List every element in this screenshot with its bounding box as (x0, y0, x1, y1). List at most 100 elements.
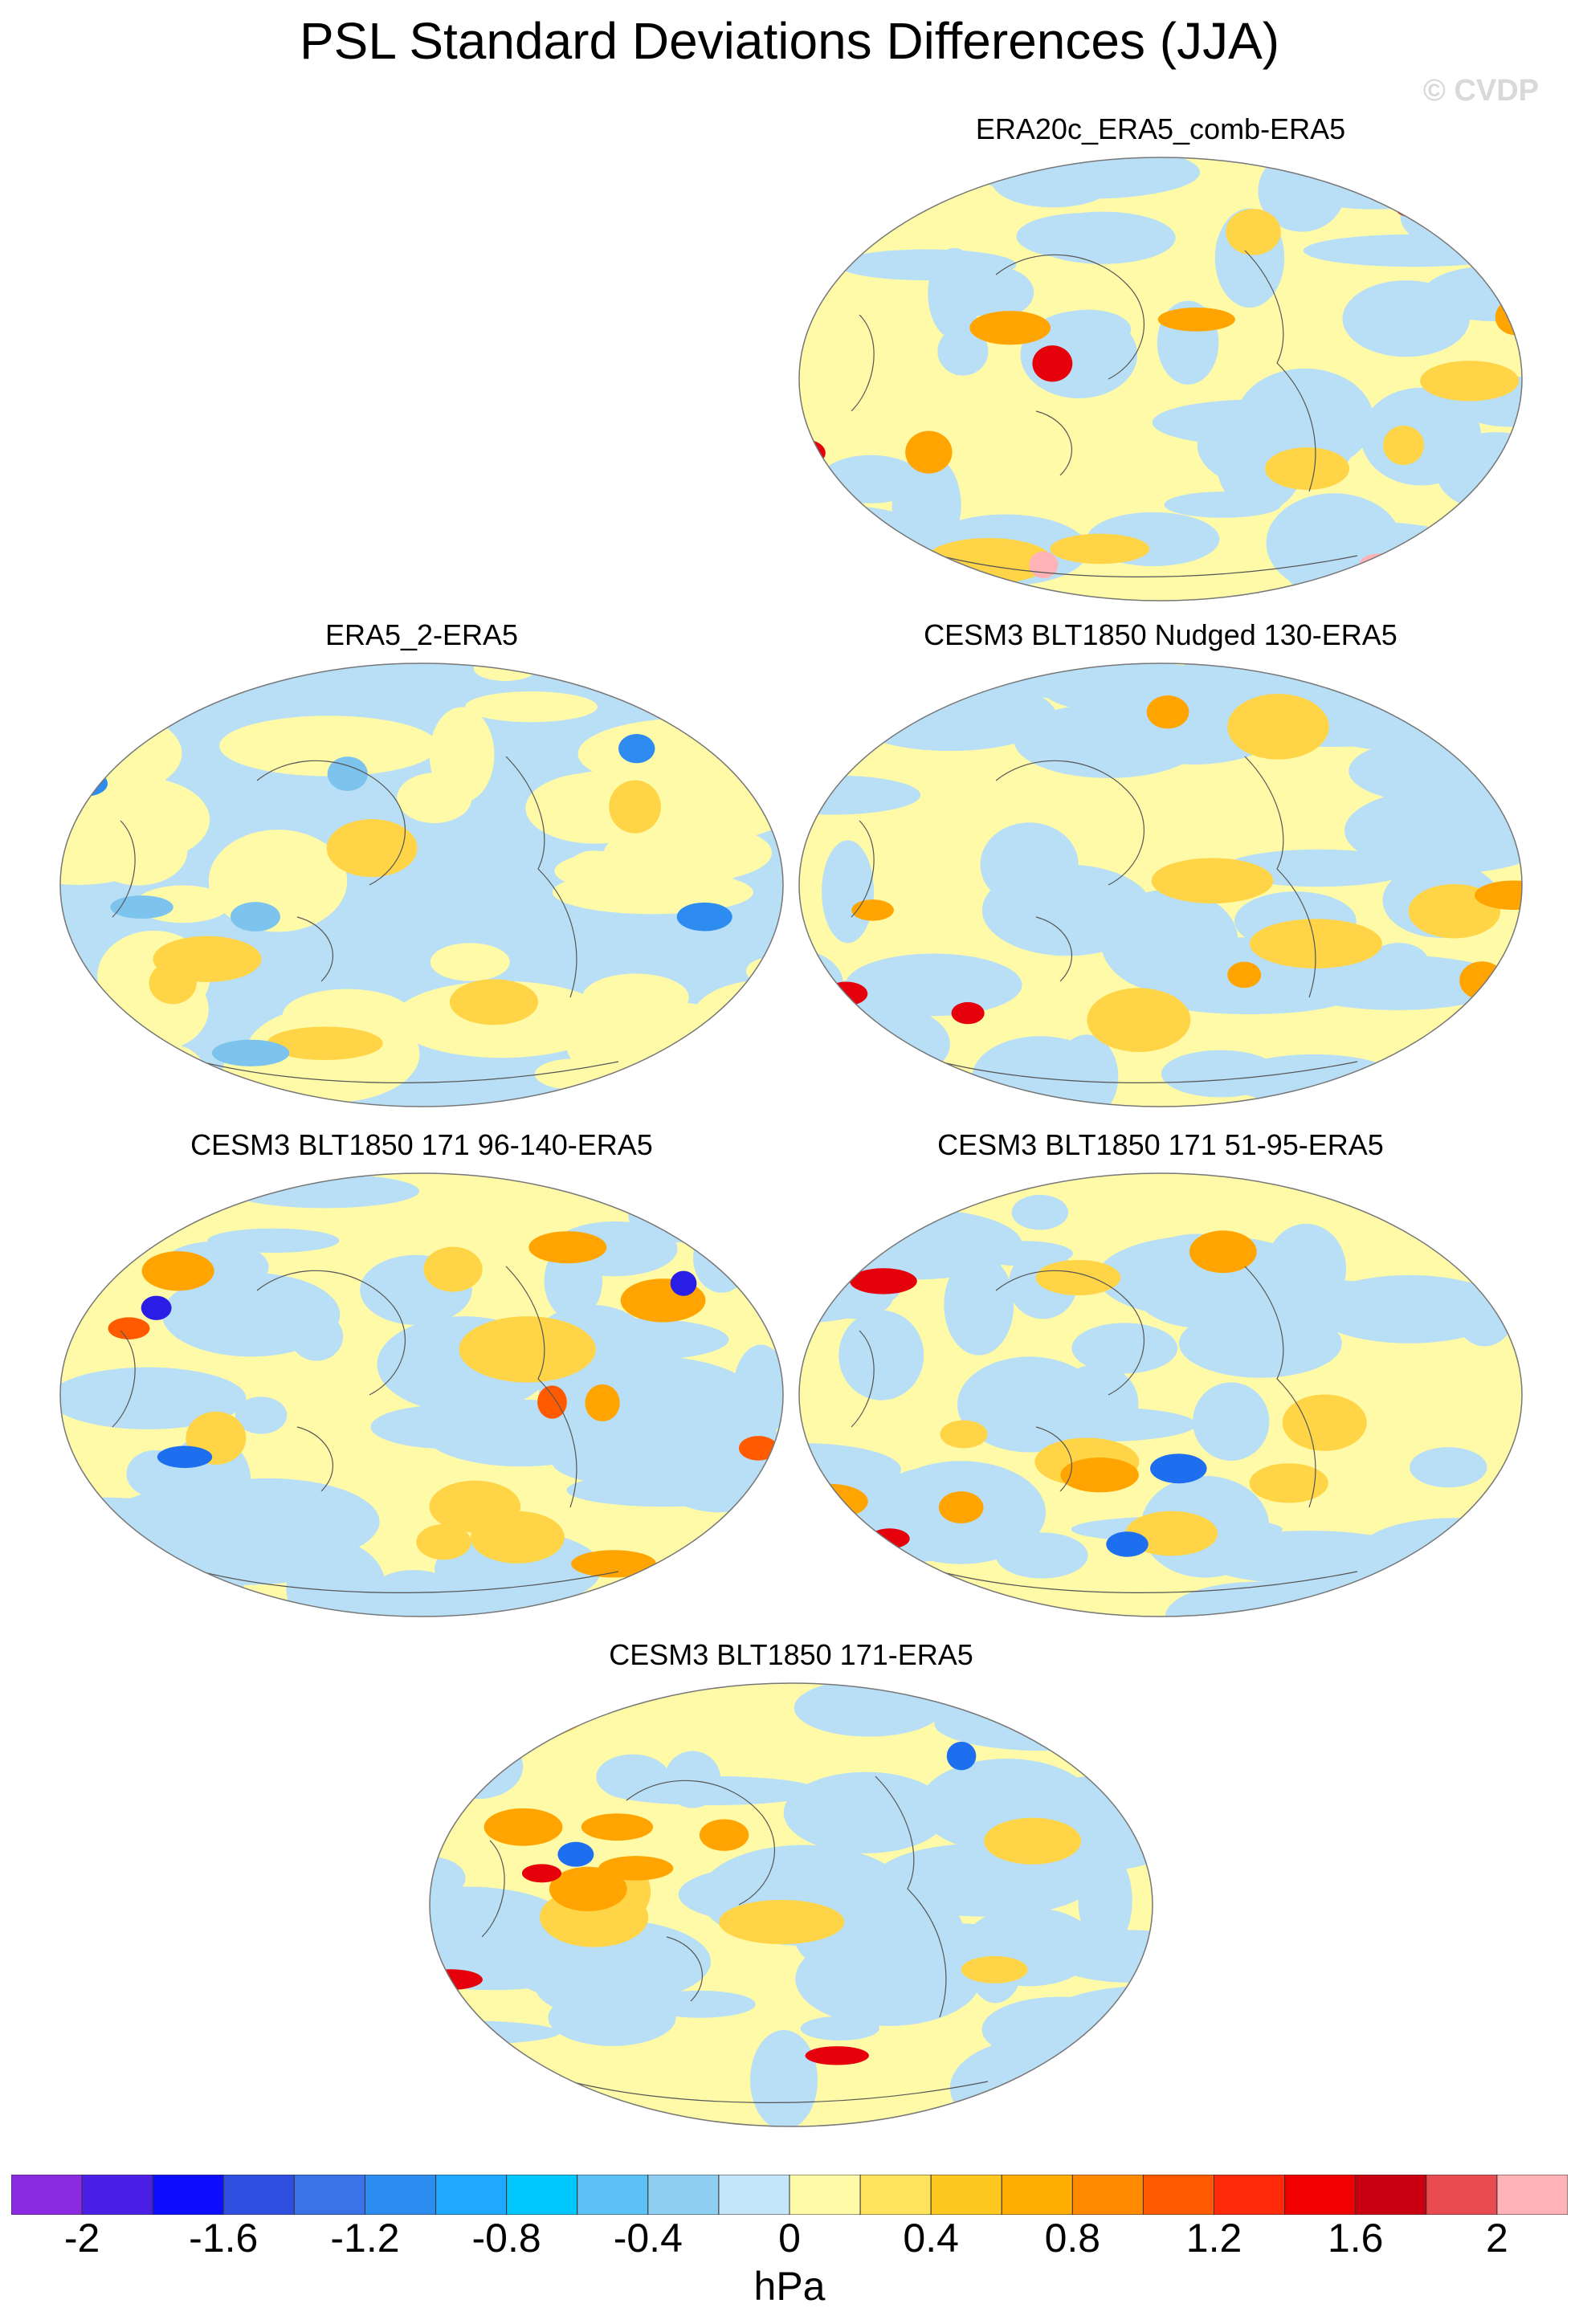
field-contour (719, 1899, 845, 1945)
field-contour (805, 2046, 869, 2065)
field-contour (1227, 694, 1329, 760)
field-contour (1226, 209, 1281, 255)
map-plot (429, 1682, 1153, 2127)
panel-title: ERA20c_ERA5_comb-ERA5 (975, 112, 1346, 145)
field-contour (429, 707, 495, 803)
field-contour (934, 1696, 1153, 1751)
field-contour (799, 157, 855, 185)
field-contour (557, 1841, 594, 1867)
colorbar-box (1355, 2175, 1427, 2215)
field-contour (732, 1344, 783, 1438)
coastline (112, 756, 619, 1083)
map-panel-1: ERA20c_ERA5_comb-ERA5 (795, 112, 1526, 610)
field-contour (609, 780, 661, 834)
field-contour (676, 902, 732, 932)
field-contour (1164, 491, 1282, 518)
field-contour (141, 1295, 172, 1320)
field-contour (799, 663, 866, 760)
colorbar-box (11, 2175, 83, 2215)
colorbar-box (364, 2175, 437, 2215)
coastline (112, 1266, 619, 1593)
field-contour (327, 756, 368, 791)
field-contour (1089, 1729, 1153, 1796)
map-plot (798, 663, 1523, 1107)
field-contour (267, 1026, 383, 1061)
field-contour (799, 728, 841, 762)
field-contour (1030, 663, 1147, 710)
field-contour (1342, 280, 1470, 357)
field-contour (946, 1741, 977, 1771)
field-contour (1487, 663, 1522, 724)
field-contour (973, 1241, 1073, 1266)
field-contour (849, 1937, 913, 1990)
field-contour (940, 1420, 988, 1449)
field-contour (684, 1068, 783, 1096)
field-contour (1193, 1382, 1270, 1461)
field-contour (944, 1254, 1014, 1356)
field-contour (108, 1317, 150, 1339)
field-contour (1348, 740, 1507, 802)
field-contour (464, 691, 598, 723)
coastline (851, 1266, 1358, 1593)
field-contour (799, 217, 850, 243)
map-panel-6: CESM3 BLT1850 171-ERA5 (426, 1638, 1157, 2136)
field-contour (799, 532, 884, 601)
coastline (851, 756, 1358, 1083)
colorbar-tick-label: 0 (778, 2216, 801, 2261)
field-contour (991, 157, 1116, 208)
field-contour (838, 1310, 924, 1401)
field-contour (435, 1531, 602, 1607)
field-contour (842, 683, 1025, 724)
field-contour (928, 247, 981, 339)
colorbar-box (789, 2175, 861, 2215)
field-contour (149, 961, 197, 1005)
field-contour (937, 327, 989, 376)
field-contour (60, 1367, 247, 1429)
field-contour (430, 1698, 551, 1758)
field-contour (585, 1384, 620, 1421)
field-contour (606, 1776, 819, 1806)
map-plot (59, 663, 784, 1107)
field-contour (537, 1385, 567, 1419)
field-contour (290, 1312, 344, 1361)
map-panel-4: CESM3 BLT1850 171 96-140-ERA5 (56, 1128, 787, 1626)
field-contour (1380, 1521, 1496, 1616)
colorbar-box (1071, 2175, 1144, 2215)
field-contour (483, 1808, 563, 1846)
field-contour (938, 1491, 984, 1524)
field-contour (1097, 1234, 1317, 1319)
field-contour (566, 1473, 763, 1507)
field-contour (230, 902, 280, 932)
field-contour (805, 1209, 1022, 1280)
colorbar-box (718, 2175, 790, 2215)
watermark: © CVDP (1422, 74, 1539, 108)
field-contour (799, 775, 921, 815)
field-contour (749, 2029, 818, 2126)
colorbar-box (1426, 2175, 1498, 2215)
map-panel-3: CESM3 BLT1850 Nudged 130-ERA5 (795, 618, 1526, 1116)
field-contour (1150, 1454, 1207, 1484)
field-contour (998, 1407, 1197, 1442)
field-contour (804, 568, 954, 596)
field-contour (1303, 234, 1522, 267)
coastline (481, 1776, 989, 2103)
field-contour (449, 979, 539, 1025)
field-contour (60, 1045, 125, 1074)
colorbar-tick-label: -1.2 (330, 2216, 400, 2261)
field-contour (1472, 1563, 1522, 1604)
panel-title: CESM3 BLT1850 Nudged 130-ERA5 (924, 618, 1397, 651)
field-contour (951, 1001, 985, 1025)
field-contour (1498, 1250, 1522, 1282)
field-contour (822, 840, 875, 944)
field-contour (141, 1251, 214, 1291)
field-contour (969, 311, 1051, 345)
colorbar-box (1284, 2175, 1357, 2215)
field-contour (1298, 671, 1497, 751)
field-contour (1475, 880, 1522, 911)
globe-outline (59, 1172, 784, 1617)
field-contour (60, 663, 166, 717)
field-contour (137, 1045, 206, 1105)
coastline (851, 250, 1358, 577)
field-contour (851, 899, 894, 921)
field-contour (326, 819, 418, 878)
